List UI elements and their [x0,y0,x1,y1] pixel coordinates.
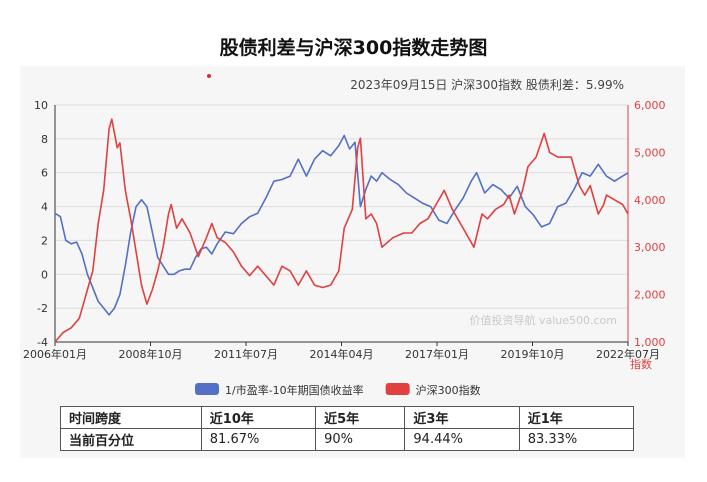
y-right-tick-label: 4,000 [634,194,666,207]
y-left-tick-label: 10 [34,99,48,112]
table-cell: 94.44% [404,428,520,451]
table-row-label: 当前百分位 [60,428,202,451]
table-header-cell: 时间跨度 [60,406,202,429]
watermark: 价值投资导航 value500.com [469,313,617,327]
y-left-tick-label: 2 [41,234,48,247]
table-row: 当前百分位 81.67% 90% 94.44% 83.33% [60,428,635,451]
y-right-tick-label: 5,000 [634,146,666,159]
y-left-tick-label: 6 [41,167,48,180]
x-tick-label: 2014年04月 [310,347,374,361]
y-right-axis-title: 指数 [630,357,652,371]
y-right-tick-label: 1,000 [634,336,666,349]
page-title: 股债利差与沪深300指数走势图 [219,37,488,59]
table-header-cell: 近5年 [315,406,406,429]
y-left-tick-label: 0 [41,268,48,281]
legend-label-index: 沪深300指数 [416,383,481,397]
marker-dot [207,74,211,78]
table-header-cell: 近10年 [200,406,317,429]
table-header-cell: 近3年 [404,406,520,429]
x-tick-label: 2019年10月 [501,347,565,361]
info-line: 2023年09月15日 沪深300指数 股债利差：5.99% [350,77,624,92]
spread-series-line [54,134,629,316]
x-tick-label: 2011年07月 [214,347,278,361]
x-tick-label: 2008年10月 [119,347,183,361]
y-left-tick-label: -2 [37,302,48,315]
y-left-tick-label: 8 [41,133,48,146]
table-cell: 83.33% [518,428,635,451]
chart-svg: -4 -2 0 2 4 6 8 10 1,000 2,000 3,000 4,000 5,000 6,00… [23,74,666,397]
table-header-cell: 近1年 [518,406,635,429]
y-left-tick-label: -4 [37,336,48,349]
index-series-line [54,118,629,343]
y-left-tick-label: 4 [41,201,48,214]
y-right-tick-label: 3,000 [634,241,666,254]
table-cell: 81.67% [200,428,317,451]
table-header-row: 时间跨度 近10年 近5年 近3年 近1年 [60,406,635,429]
legend-label-spread: 1/市盈率-10年期国债收益率 [225,383,364,397]
x-tick-label: 2017年01月 [405,347,469,361]
legend-swatch-index [385,383,410,395]
table-cell: 90% [315,428,406,451]
y-right-tick-label: 2,000 [634,289,666,302]
x-tick-label: 2006年01月 [23,347,87,361]
x-tick-label: 2022年07月 [596,347,660,361]
percentile-table: 时间跨度 近10年 近5年 近3年 近1年 当前百分位 81.67% 90% 9… [60,406,635,451]
y-right-tick-label: 6,000 [634,99,666,112]
chart-panel: -4 -2 0 2 4 6 8 10 1,000 2,000 3,000 4,000 5,000 6,00… [20,66,685,458]
legend-swatch-spread [195,383,219,395]
